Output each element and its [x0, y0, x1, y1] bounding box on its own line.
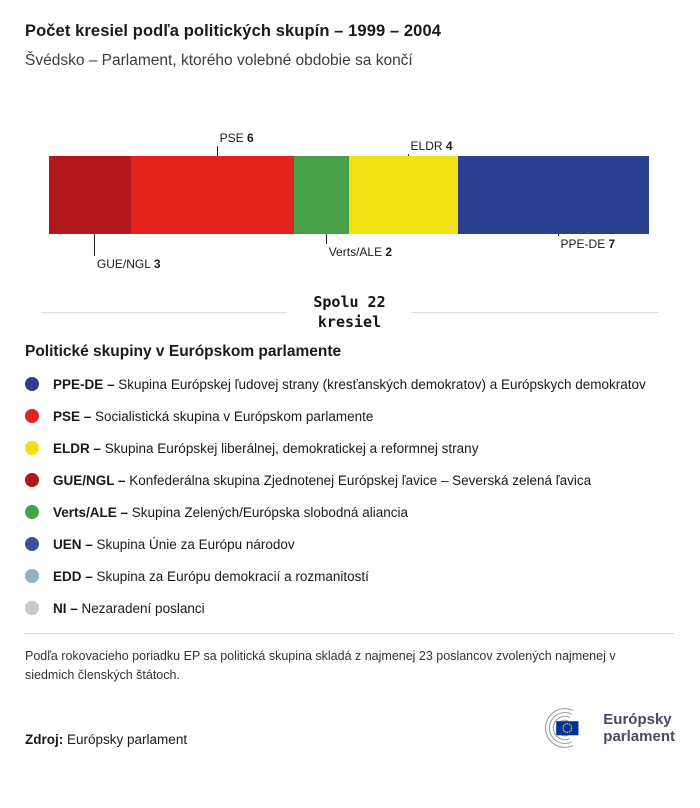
legend-item-gue-ngl: GUE/NGL – Konfederálna skupina Zjednoten… [25, 473, 675, 488]
bar-label-text: PSE 6 [219, 130, 254, 145]
right-rule [411, 311, 658, 313]
footnote: Podľa rokovacieho poriadku EP sa politic… [25, 648, 616, 682]
bar-segment-verts-ale [294, 156, 349, 234]
legend-item-eldr: ELDR – Skupina Európskej liberálnej, dem… [25, 441, 675, 456]
label-tick [93, 234, 95, 256]
legend-item-label: PSE – Socialistická skupina v Európskom … [53, 408, 374, 424]
ep-logo: Európsky parlament [530, 705, 675, 751]
bar-label-ppe-de: PPE-DE 7 [557, 234, 616, 251]
total-line2: kresiel [317, 313, 382, 332]
total-line1: Spolu 22 [313, 293, 386, 311]
divider [25, 632, 675, 634]
bar-label-pse: PSE 6 [216, 130, 254, 156]
seats-chart: GUE/NGL 3 PSE 6 Verts/ALE 2 ELDR 4 PPE-DE 7 [49, 130, 649, 274]
legend-item-ni: NI – Nezaradení poslanci [25, 601, 675, 616]
label-tick [407, 154, 409, 156]
legend: Politické skupiny v Európskom parlamente… [25, 343, 675, 616]
legend-dot [25, 409, 39, 423]
logo-line1: Európsky [603, 711, 672, 728]
infographic: Počet kresiel podľa politických skupín –… [0, 22, 700, 808]
bar-label-text: PPE-DE 7 [560, 237, 616, 251]
legend-item-ppe-de: PPE-DE – Skupina Európskej ľudovej stran… [25, 377, 675, 392]
bar-segment-pse [130, 156, 295, 234]
label-tick [216, 146, 218, 156]
legend-dot [25, 569, 39, 583]
left-rule [41, 311, 288, 313]
legend-item-label: ELDR – Skupina Európskej liberálnej, dem… [53, 440, 479, 456]
legend-item-pse: PSE – Socialistická skupina v Európskom … [25, 409, 675, 424]
legend-dot [25, 505, 39, 519]
legend-list: PPE-DE – Skupina Európskej ľudovej stran… [25, 377, 675, 616]
total-seats: Spolu 22 kresiel [41, 292, 658, 333]
legend-item-label: Verts/ALE – Skupina Zelených/Európska sl… [53, 504, 408, 520]
bar-segment-gue-ngl [49, 156, 131, 234]
source-label: Zdroj: [25, 732, 64, 748]
bar-label-text: GUE/NGL 3 [96, 257, 161, 271]
bottom-row: Zdroj: Európsky parlament [25, 705, 675, 751]
page-title: Počet kresiel podľa politických skupín –… [25, 22, 441, 40]
bar-segment-eldr [348, 156, 459, 234]
legend-item-verts-ale: Verts/ALE – Skupina Zelených/Európska sl… [25, 505, 675, 520]
bar-label-verts-ale: Verts/ALE 2 [325, 234, 393, 259]
total-seats-label: Spolu 22 kresiel [313, 292, 385, 333]
source-value: Európsky parlament [67, 732, 188, 748]
legend-item-edd: EDD – Skupina za Európu demokracií a roz… [25, 569, 675, 584]
legend-dot [25, 601, 39, 615]
legend-item-label: GUE/NGL – Konfederálna skupina Zjednoten… [53, 472, 592, 488]
source: Zdroj: Európsky parlament [25, 732, 187, 751]
ep-logo-text: Európsky parlament [603, 711, 675, 746]
label-tick [557, 234, 559, 236]
legend-item-label: PPE-DE – Skupina Európskej ľudovej stran… [53, 376, 646, 392]
page-subtitle: Švédsko – Parlament, ktorého volebné obd… [25, 52, 413, 69]
bar-label-text: Verts/ALE 2 [328, 245, 393, 259]
ep-logo-hemicycle-icon [545, 708, 579, 749]
legend-title: Politické skupiny v Európskom parlamente [25, 342, 342, 360]
bar-segment-ppe-de [458, 156, 649, 234]
legend-item-label: EDD – Skupina za Európu demokracií a roz… [53, 568, 369, 584]
eu-flag-icon [556, 721, 579, 736]
bar-label-eldr: ELDR 4 [407, 138, 453, 156]
bar-label-text: ELDR 4 [410, 138, 453, 153]
legend-dot [25, 377, 39, 391]
legend-item-label: NI – Nezaradení poslanci [53, 600, 205, 616]
legend-item-label: UEN – Skupina Únie za Európu národov [53, 536, 295, 552]
legend-dot [25, 473, 39, 487]
stacked-bar [49, 156, 649, 234]
logo-line2: parlament [603, 728, 675, 746]
legend-item-uen: UEN – Skupina Únie za Európu národov [25, 537, 675, 552]
legend-dot [25, 537, 39, 551]
legend-dot [25, 441, 39, 455]
bar-label-gue-ngl: GUE/NGL 3 [93, 234, 161, 271]
label-tick [325, 234, 327, 244]
